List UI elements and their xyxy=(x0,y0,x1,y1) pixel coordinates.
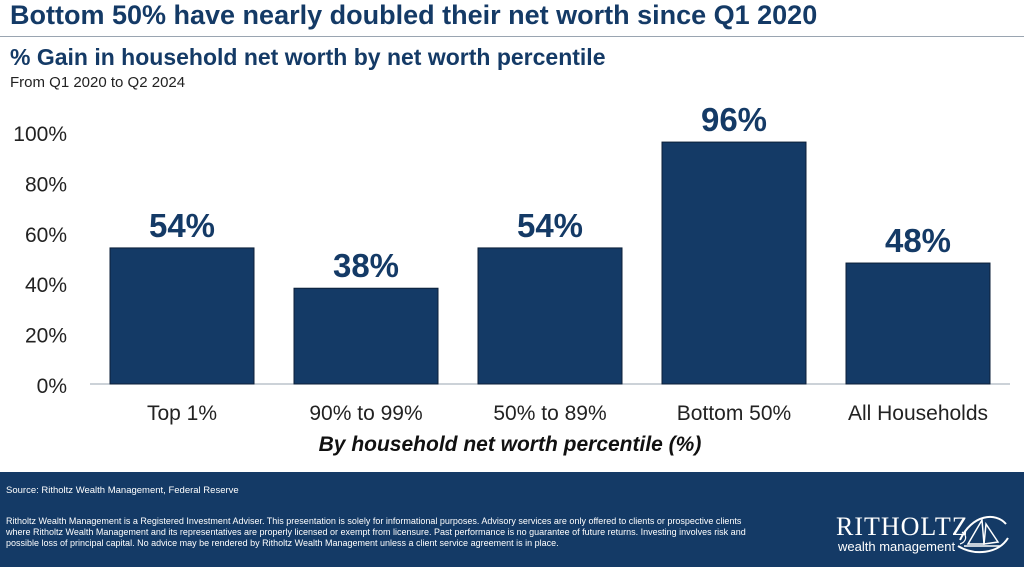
x-tick-label: Bottom 50% xyxy=(677,402,791,425)
y-tick-label: 60% xyxy=(25,224,67,247)
x-tick-label: All Households xyxy=(848,402,988,425)
bar-value-label: 54% xyxy=(517,207,583,244)
title-divider xyxy=(0,36,1024,37)
x-tick-label: Top 1% xyxy=(147,402,217,425)
disclaimer: Ritholtz Wealth Management is a Register… xyxy=(6,516,746,548)
y-tick-label: 0% xyxy=(37,375,67,398)
y-tick-label: 80% xyxy=(25,173,67,196)
x-tick-label: 50% to 89% xyxy=(493,402,606,425)
bar xyxy=(845,262,991,385)
bar-value-label: 96% xyxy=(701,101,767,138)
y-tick-label: 100% xyxy=(13,123,67,146)
bar xyxy=(109,247,255,385)
date-range: From Q1 2020 to Q2 2024 xyxy=(10,74,186,91)
bar xyxy=(661,141,807,385)
bar xyxy=(477,247,623,385)
logo-subtitle: wealth management xyxy=(838,539,956,554)
bar-value-label: 48% xyxy=(885,222,951,259)
ship-emblem-icon xyxy=(957,516,1009,554)
company-logo: RITHOLTZ wealth management xyxy=(836,510,1016,560)
x-axis-title: By household net worth percentile (%) xyxy=(319,433,702,456)
chart-subtitle: % Gain in household net worth by net wor… xyxy=(10,44,606,70)
bar-value-label: 38% xyxy=(333,247,399,284)
bar-chart: 0% 20% 40% 60% 80% 100% 54% Top 1% 38% 90% to 99%… xyxy=(13,101,1010,456)
footer: Source: Ritholtz Wealth Management, Fede… xyxy=(0,472,1024,567)
source-note: Source: Ritholtz Wealth Management, Fede… xyxy=(6,485,239,496)
y-tick-label: 40% xyxy=(25,274,67,297)
x-tick-label: 90% to 99% xyxy=(309,402,422,425)
y-tick-label: 20% xyxy=(25,325,67,348)
bar xyxy=(293,287,439,385)
bar-value-label: 54% xyxy=(149,207,215,244)
headline: Bottom 50% have nearly doubled their net… xyxy=(10,0,818,30)
logo-name: RITHOLTZ xyxy=(836,512,969,541)
